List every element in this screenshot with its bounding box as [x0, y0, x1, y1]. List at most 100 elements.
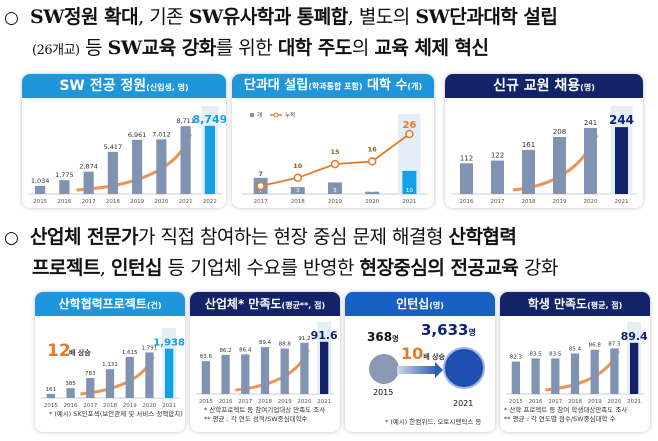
data-label: 244 [609, 113, 634, 127]
bar [125, 356, 134, 398]
data-label: 2,874 [79, 163, 98, 171]
chart-projects: 161 2015 385 2016 783 2017 1,131 2018 1,615 2019 1… [41, 328, 185, 409]
data-label: 1,131 [102, 362, 118, 368]
data-label: 86.4 [239, 347, 252, 353]
x-tick-label: 2021 [179, 199, 193, 205]
bar [365, 191, 380, 194]
panel-internship: 인턴십(명) 368명 3,633명 10배 상승 2015 2021 * (예… [345, 292, 495, 432]
chart-subtitle: (신입생, 명) [146, 83, 189, 92]
bar [300, 342, 309, 394]
chart-subtitle: (명) [580, 83, 595, 92]
to-year: 2021 [453, 399, 474, 408]
data-label: 1,938 [153, 338, 185, 349]
data-label: 241 [584, 119, 597, 127]
text-run: 등 기업체 수요를 반영한 [161, 257, 360, 279]
bar [180, 126, 191, 194]
footnote: * (예시) 한컴위드, 오토시맨틱스 등 [385, 418, 482, 426]
internship-graphic: 368명 3,633명 10배 상승 2015 2021 [345, 316, 495, 418]
bar-label: 7 [259, 188, 263, 194]
data-label: 89.4 [621, 330, 648, 343]
x-tick-label: 2017 [82, 199, 96, 205]
text-run: 현장중심의 전공교육 [359, 257, 519, 279]
data-label: 208 [553, 128, 566, 136]
line-label: 15 [330, 148, 340, 156]
bar [221, 354, 230, 394]
text-run: 산업체 전문가 [30, 226, 139, 248]
x-tick-label: 2019 [328, 199, 342, 205]
bar [521, 149, 536, 194]
x-tick-label: 2021 [615, 199, 629, 205]
data-label: 1,615 [122, 350, 138, 356]
line-point [293, 173, 303, 183]
chart-title: SW 전공 정원 [59, 78, 147, 94]
bar [614, 127, 629, 194]
data-label: 88.8 [279, 342, 292, 348]
bar [156, 139, 167, 194]
x-tick-label: 2021 [402, 199, 416, 205]
bar [328, 182, 342, 194]
data-label: 7,012 [152, 130, 171, 138]
bar [290, 187, 305, 194]
bar [552, 136, 567, 194]
bar [551, 358, 560, 394]
x-tick-label: 2020 [365, 199, 379, 205]
data-label: 385 [65, 381, 76, 387]
x-tick-label: 2015 [199, 399, 213, 405]
text-run: 가 직접 참여하는 현장 중심 문제 해결형 [138, 226, 449, 248]
footnote: ** 평균 : 각 연도 성적/SW중심대학수 [204, 415, 308, 423]
chart-title: 신규 교원 채용 [493, 78, 581, 94]
text-run: 교육 체제 혁신 [374, 37, 489, 59]
panel-header: 학생 만족도(평균, 점) [500, 292, 650, 316]
data-label: 1,034 [31, 177, 50, 185]
bar [201, 361, 210, 394]
person-board-icon [443, 347, 485, 389]
text-run: SW정원 확대 [30, 6, 139, 28]
bar [590, 349, 599, 394]
data-label: 6,961 [128, 131, 147, 139]
chart-title: 산학협력프로젝트 [58, 297, 147, 311]
bar [260, 347, 270, 394]
paragraph-1: ○ SW정원 확대, 기존 SW유사학과 통폐합, 별도의 SW단과대학 설립 (… [4, 2, 654, 66]
chart-subtitle-2: (개) [407, 82, 423, 91]
line-label: 7 [258, 170, 263, 178]
data-label: 86.8 [589, 343, 602, 349]
line-label: 26 [402, 120, 416, 131]
text-run: , 기존 [138, 6, 189, 28]
panel-header: 산학협력프로젝트(건) [35, 292, 185, 316]
bar [459, 163, 474, 194]
x-tick-label: 2019 [278, 399, 292, 405]
paragraph-2-line1: ○ 산업체 전문가가 직접 참여하는 현장 중심 문제 해결형 산학협력 [4, 222, 654, 253]
text-run: SW단과대학 설립 [415, 6, 558, 28]
x-tick-label: 2020 [142, 403, 156, 409]
data-label: 8,749 [192, 113, 226, 126]
x-tick-label: 2016 [64, 403, 78, 409]
x-tick-label: 2018 [291, 199, 305, 205]
panel-header: 단과대 설립(학과통합 포함) 대학 수(개) [232, 74, 434, 98]
text-run: (26개교) [32, 43, 80, 58]
bar [66, 388, 75, 398]
bar [132, 139, 143, 194]
x-tick-label: 2017 [254, 199, 268, 205]
legend-bar-swatch [250, 113, 254, 117]
text-run: 프로젝트 [32, 257, 100, 279]
x-tick-label: 2015 [509, 399, 523, 405]
bar [165, 348, 174, 398]
line-point [330, 159, 340, 169]
bar [59, 180, 70, 194]
x-tick-label: 2018 [106, 199, 120, 205]
chart-faculty: 112 2016 122 2017 161 2018 208 2019 241 2020 244 20… [451, 106, 637, 205]
x-tick-label: 2020 [607, 399, 621, 405]
panel-header: 인턴십(명) [345, 292, 495, 316]
data-label: 83.5 [529, 351, 542, 357]
text-run: 산학협력 [448, 226, 517, 248]
bar [570, 353, 580, 394]
bar-label: 10 [406, 188, 413, 194]
bar [241, 354, 250, 394]
panel-sw-quota: SW 전공 정원(신입생, 명) 1,034 2015 1,775 2016 2,874… [22, 74, 226, 208]
x-tick-label: 2019 [130, 199, 144, 205]
panel-header: 산업체* 만족도(평균**, 점) [190, 292, 340, 316]
from-value: 368명 [367, 330, 399, 344]
x-tick-label: 2018 [258, 399, 272, 405]
paragraph-1-line1: ○ SW정원 확대, 기존 SW유사학과 통폐합, 별도의 SW단과대학 설립 [4, 2, 654, 33]
footnote: ** 평균 : 각 연도별 점수/SW중심대학 수 [504, 415, 616, 423]
